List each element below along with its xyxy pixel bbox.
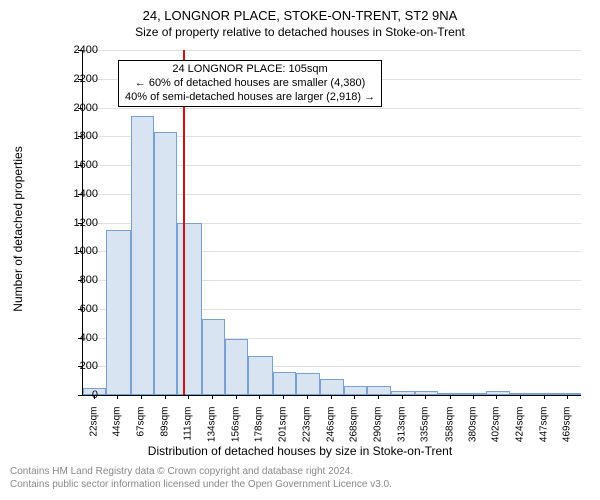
histogram-bar [344,386,367,395]
histogram-bar [273,372,296,395]
x-tick-mark [236,395,237,399]
histogram-bar [486,391,510,395]
x-tick-label: 223sqm [301,407,312,457]
chart-title: 24, LONGNOR PLACE, STOKE-ON-TRENT, ST2 9… [0,8,600,25]
x-tick-mark [141,395,142,399]
y-tick-mark [78,280,82,281]
y-tick-mark [78,136,82,137]
histogram-bar [202,319,225,395]
y-tick-mark [78,50,82,51]
x-tick-mark [425,395,426,399]
x-tick-label: 402sqm [491,407,502,457]
histogram-bar [557,393,581,395]
x-tick-label: 111sqm [182,407,193,457]
x-tick-mark [165,395,166,399]
x-tick-label: 44sqm [111,407,122,457]
histogram-bar [106,230,130,395]
x-tick-label: 380sqm [467,407,478,457]
x-tick-mark [259,395,260,399]
x-tick-label: 134sqm [207,407,218,457]
x-tick-mark [450,395,451,399]
x-tick-label: 156sqm [230,407,241,457]
x-tick-label: 358sqm [444,407,455,457]
x-tick-mark [520,395,521,399]
y-tick-mark [78,165,82,166]
gridline [83,50,581,51]
annotation-box: 24 LONGNOR PLACE: 105sqm← 60% of detache… [118,60,382,107]
attribution-text: Contains HM Land Registry data © Crown c… [10,466,392,491]
y-tick-mark [78,194,82,195]
x-tick-label: 335sqm [420,407,431,457]
x-tick-mark [544,395,545,399]
x-tick-label: 313sqm [396,407,407,457]
x-tick-label: 89sqm [159,407,170,457]
x-tick-label: 290sqm [372,407,383,457]
x-tick-mark [117,395,118,399]
x-tick-mark [567,395,568,399]
y-tick-mark [78,251,82,252]
x-tick-label: 178sqm [253,407,264,457]
x-tick-mark [283,395,284,399]
x-tick-label: 424sqm [514,407,525,457]
x-tick-label: 469sqm [562,407,573,457]
attribution-line1: Contains HM Land Registry data © Crown c… [10,466,392,479]
x-tick-mark [402,395,403,399]
x-tick-label: 22sqm [88,407,99,457]
y-tick-mark [78,309,82,310]
y-tick-mark [78,108,82,109]
x-tick-mark [496,395,497,399]
x-tick-mark [354,395,355,399]
x-tick-mark [94,395,95,399]
y-tick-mark [78,366,82,367]
x-tick-mark [188,395,189,399]
x-tick-mark [473,395,474,399]
chart-header: 24, LONGNOR PLACE, STOKE-ON-TRENT, ST2 9… [0,8,600,40]
plot-area: 24 LONGNOR PLACE: 105sqm← 60% of detache… [82,50,581,396]
annotation-line: 24 LONGNOR PLACE: 105sqm [125,63,375,77]
x-tick-mark [331,395,332,399]
y-tick-mark [78,395,82,396]
x-tick-label: 268sqm [349,407,360,457]
annotation-line: 40% of semi-detached houses are larger (… [125,91,375,105]
chart-subtitle: Size of property relative to detached ho… [0,25,600,41]
histogram-bar [225,339,248,395]
histogram-bar [131,116,154,395]
x-tick-mark [212,395,213,399]
histogram-bar [248,356,272,395]
histogram-bar [320,379,343,395]
attribution-line2: Contains public sector information licen… [10,479,392,492]
x-tick-label: 67sqm [136,407,147,457]
histogram-bar [177,223,201,396]
x-tick-label: 447sqm [538,407,549,457]
y-tick-mark [78,79,82,80]
y-tick-mark [78,223,82,224]
gridline [83,108,581,109]
histogram-bar [510,393,533,395]
y-tick-mark [78,338,82,339]
annotation-line: ← 60% of detached houses are smaller (4,… [125,77,375,91]
x-tick-mark [378,395,379,399]
x-tick-label: 246sqm [326,407,337,457]
histogram-bar [296,373,320,395]
histogram-bar [367,386,391,395]
histogram-bar [154,132,177,395]
x-tick-mark [307,395,308,399]
x-tick-label: 201sqm [278,407,289,457]
